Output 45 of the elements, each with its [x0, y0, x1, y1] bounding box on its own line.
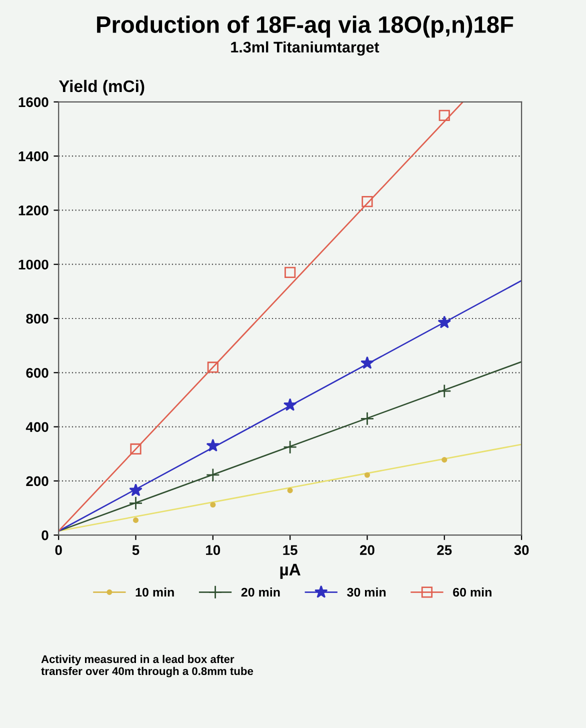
- point: [442, 457, 448, 463]
- x-tick-label: 10: [206, 545, 220, 556]
- x-axis-title: µA: [280, 564, 300, 579]
- chart-title: Production of 18F-aq via 18O(p,n)18F: [97, 16, 514, 38]
- point: [206, 468, 220, 482]
- point: [364, 472, 370, 478]
- x-tick-label: 20: [360, 545, 374, 556]
- legend-label: 60 min: [453, 587, 492, 597]
- point: [128, 496, 143, 510]
- point: [132, 517, 139, 523]
- point: [283, 398, 297, 411]
- point: [210, 502, 216, 508]
- y-tick-label: 800: [26, 314, 48, 324]
- point: [437, 384, 452, 398]
- text: Activity measured in a lead box after transfer over 40m through a 0.8mm tube: [41, 654, 254, 678]
- x-tick-label: 5: [132, 545, 140, 556]
- point: [284, 266, 296, 278]
- y-tick-label: 200: [26, 476, 48, 486]
- point: [130, 443, 142, 455]
- y-tick-label: 1400: [18, 151, 48, 162]
- legend-label: 30 min: [347, 587, 386, 597]
- legend-label: 20 min: [241, 587, 280, 597]
- point: [362, 196, 373, 208]
- point: [360, 412, 374, 426]
- x-tick-label: 25: [437, 545, 452, 556]
- point: [283, 440, 298, 454]
- point: [360, 356, 374, 369]
- y-tick-label: 600: [26, 368, 48, 378]
- y-tick-label: 1600: [18, 97, 48, 108]
- point: [207, 362, 218, 373]
- x-tick-label: 30: [514, 545, 529, 556]
- y-tick-label: 1000: [18, 260, 48, 270]
- point: [438, 316, 452, 328]
- y-tick-label: 400: [26, 422, 48, 432]
- x-tick-label: 0: [55, 545, 62, 556]
- legend-label: 10 min: [136, 587, 174, 597]
- point: [129, 483, 142, 496]
- chart-subtitle: 1.3ml Titaniumtarget: [231, 41, 380, 56]
- y-axis-title: Yield (mCi): [58, 80, 144, 96]
- point: [206, 438, 220, 452]
- point: [287, 488, 293, 494]
- x-tick-label: 15: [283, 545, 298, 556]
- y-tick-label: 0: [42, 530, 48, 540]
- y-tick-label: 1200: [18, 206, 48, 216]
- point: [438, 110, 450, 122]
